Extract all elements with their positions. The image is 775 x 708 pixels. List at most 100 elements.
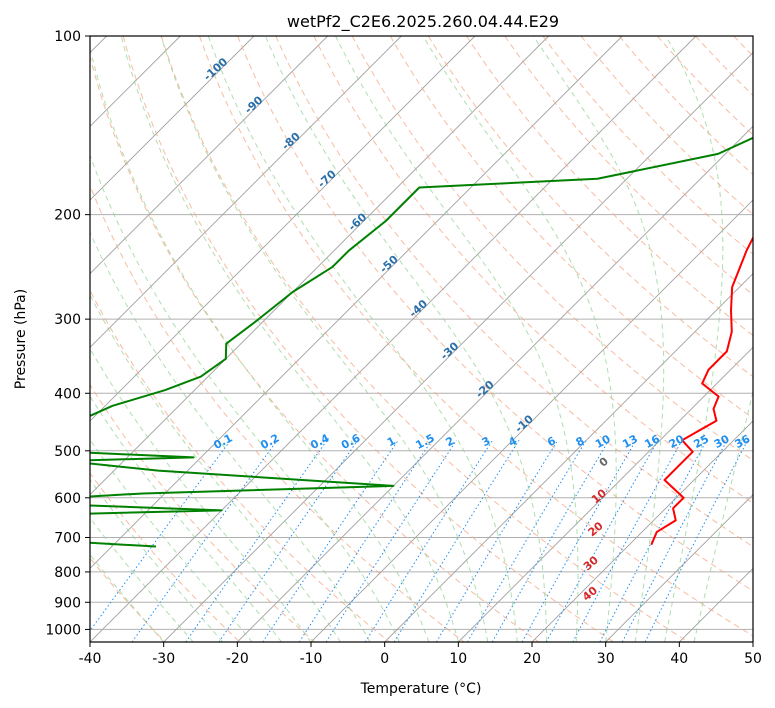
dry-adiabat-line	[733, 36, 753, 57]
y-tick-label: 100	[54, 29, 81, 45]
y-tick-label: 900	[54, 595, 81, 611]
isotherm-line	[679, 567, 753, 642]
mixing-ratio-label: 10	[593, 432, 613, 451]
x-tick-label: -20	[226, 651, 249, 667]
mixing-ratio-line	[218, 439, 359, 642]
mixing-ratio-line	[467, 440, 587, 642]
x-tick-label: -40	[79, 651, 102, 667]
dry-adiabat-line	[199, 36, 753, 637]
y-axis-label: Pressure (hPa)	[13, 289, 29, 389]
x-tick-label: 50	[744, 651, 762, 667]
dry-adiabat-label: -80	[279, 130, 303, 153]
isotherm-line	[458, 346, 753, 642]
dry-adiabat-line	[122, 36, 614, 642]
mixing-ratio-line	[364, 439, 493, 642]
moist-adiabat-line	[90, 517, 194, 642]
dry-adiabat-line	[542, 36, 753, 255]
dry-adiabat-line	[695, 36, 753, 97]
mixing-ratio-label: 1.5	[413, 431, 436, 452]
y-tick-label: 600	[54, 491, 81, 507]
x-tick-label: -30	[152, 651, 175, 667]
dry-adiabat-label: -70	[315, 167, 339, 190]
dry-adiabat-label: -40	[407, 297, 431, 320]
y-tick-label: 500	[54, 444, 81, 460]
x-tick-label: -10	[300, 651, 323, 667]
moist-adiabat-line	[90, 438, 253, 642]
dry-adiabat-line	[427, 36, 753, 378]
mixing-ratio-label: 13	[620, 432, 640, 451]
mixing-ratio-label: 2	[444, 434, 457, 449]
dry-adiabat-line	[90, 383, 316, 642]
mixing-ratio-line	[185, 439, 328, 642]
dry-adiabat-line	[275, 36, 753, 548]
dry-adiabat-label: -100	[201, 55, 230, 83]
moist-adiabat-line	[664, 36, 724, 642]
dry-adiabat-line	[466, 36, 753, 337]
mixing-ratio-line	[572, 440, 683, 642]
x-tick-label: 40	[670, 651, 688, 667]
moist-adiabat-line	[90, 293, 341, 642]
dry-adiabat-line	[580, 36, 753, 215]
moist-adiabat-line	[693, 389, 753, 642]
isotherm-line	[384, 273, 753, 642]
isotherm-line	[752, 641, 753, 642]
mixing-ratio-line	[90, 439, 232, 632]
mixing-ratio-line	[644, 440, 749, 642]
mixing-ratio-label: 25	[691, 432, 711, 451]
x-tick-label: 10	[449, 651, 467, 667]
mixing-ratio-label: 4	[506, 434, 519, 449]
background-lines	[90, 36, 753, 642]
mixing-ratio-label: 30	[712, 432, 732, 451]
mixing-ratio-line	[262, 439, 399, 642]
x-axis-label: Temperature (°C)	[360, 681, 482, 697]
moist-adiabat-line	[264, 36, 548, 642]
moist-adiabat-line	[90, 231, 371, 642]
isotherm-line	[90, 36, 402, 348]
y-tick-label: 200	[54, 208, 81, 224]
dry-adiabat-line	[90, 472, 241, 642]
mixing-ratio-line	[131, 439, 278, 642]
mixing-ratio-label: 0.2	[258, 431, 281, 452]
mixing-ratio-line	[545, 440, 659, 642]
moist-adiabat-label: 0	[597, 454, 611, 469]
isotherm-line	[237, 125, 753, 642]
mixing-ratio-label: 0.4	[308, 431, 332, 452]
mixing-ratio-line	[521, 440, 637, 642]
dry-adiabat-line	[90, 289, 390, 642]
dry-adiabat-line	[656, 36, 753, 136]
dry-adiabat-label: -60	[346, 210, 370, 233]
isotherm-line	[310, 199, 753, 642]
isotherm-line	[90, 36, 549, 496]
dry-adiabat-line	[237, 36, 753, 592]
isotherm-line	[531, 420, 753, 642]
x-tick-label: 30	[597, 651, 615, 667]
isotherm-line	[90, 36, 255, 201]
y-tick-label: 300	[54, 312, 81, 328]
y-tick-label: 800	[54, 565, 81, 581]
dry-adiabat-line	[160, 36, 689, 642]
isotherm-line	[605, 494, 753, 642]
dry-adiabat-label: -50	[377, 253, 401, 276]
dry-adiabat-label: -10	[512, 412, 536, 435]
mixing-ratio-line	[325, 439, 457, 642]
dry-adiabat-line	[504, 36, 753, 296]
mixing-ratio-label: 0.6	[339, 431, 363, 452]
moist-adiabat-line	[90, 347, 312, 642]
moist-adiabat-line	[532, 36, 665, 642]
moist-adiabat-line	[160, 36, 489, 642]
mixing-ratio-line	[393, 440, 520, 642]
moist-adiabat-line	[90, 153, 400, 642]
isotherm-line	[163, 52, 753, 642]
dewpoint-profile-line	[90, 136, 753, 548]
mixing-ratio-label: 0.1	[211, 431, 234, 452]
moist-adiabat-line	[90, 46, 430, 642]
moist-adiabat-line	[207, 36, 518, 642]
mixing-ratio-label: 1	[385, 434, 398, 449]
moist-adiabat-line	[90, 553, 165, 642]
plot-frame	[89, 35, 754, 643]
moist-adiabat-line	[335, 36, 579, 642]
moist-adiabat-label: 40	[580, 584, 600, 604]
mixing-ratio-label: 20	[667, 432, 687, 451]
